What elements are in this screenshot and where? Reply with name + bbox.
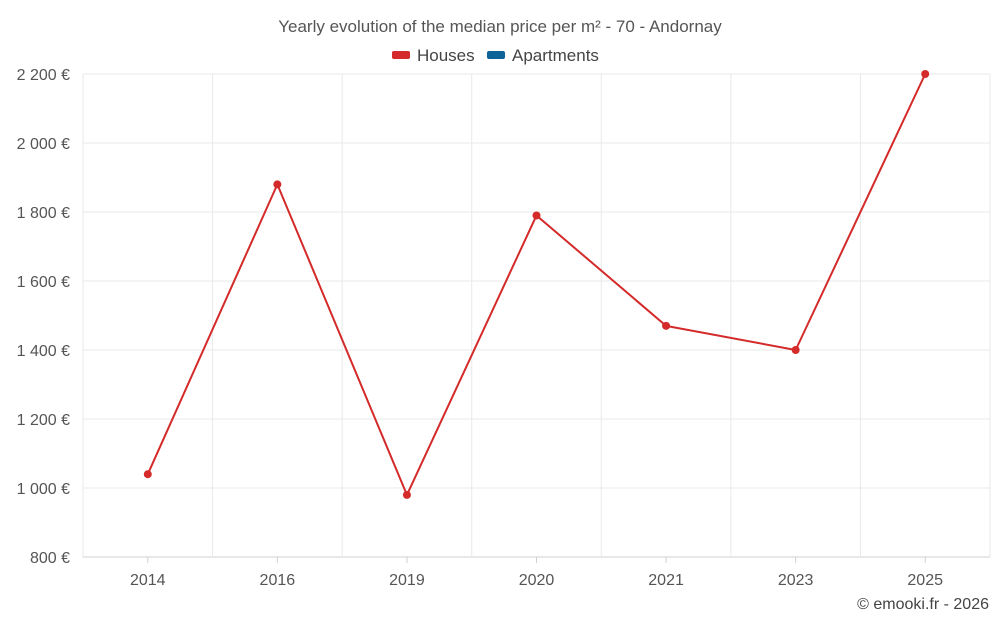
x-tick-label: 2021 — [648, 572, 684, 589]
y-tick-label: 1 800 € — [17, 205, 70, 222]
credit-text: © emooki.fr - 2026 — [857, 596, 989, 613]
legend-swatch-houses — [392, 51, 410, 59]
data-point-houses[interactable] — [791, 346, 800, 354]
y-tick-label: 1 600 € — [17, 274, 70, 291]
data-point-houses[interactable] — [143, 470, 152, 479]
legend-item-houses[interactable]: Houses — [392, 46, 475, 65]
chart-title: Yearly evolution of the median price per… — [278, 17, 722, 36]
x-tick-label: 2025 — [907, 572, 943, 589]
legend: Houses Apartments — [392, 46, 599, 65]
y-tick-label: 1 400 € — [17, 343, 70, 360]
y-tick-label: 2 000 € — [17, 136, 70, 153]
legend-item-apartments[interactable]: Apartments — [487, 46, 599, 65]
y-tick-label: 2 200 € — [17, 67, 70, 84]
y-tick-label: 1 200 € — [17, 412, 70, 429]
data-point-houses[interactable] — [921, 70, 930, 78]
x-tick-label: 2020 — [519, 572, 555, 589]
legend-label-apartments: Apartments — [512, 46, 599, 65]
series-layer — [143, 70, 930, 499]
series-line-houses — [146, 73, 927, 496]
x-tick-label: 2016 — [260, 572, 296, 589]
legend-swatch-apartments — [487, 51, 505, 59]
x-tick-label: 2014 — [130, 572, 166, 589]
x-tick-label: 2023 — [778, 572, 814, 589]
data-point-houses[interactable] — [662, 321, 671, 330]
x-tick-label: 2019 — [389, 572, 425, 589]
y-tick-label: 1 000 € — [17, 481, 70, 498]
y-axis-ticks: 800 € 1 000 € 1 200 € 1 400 € 1 600 € 1 800 €… — [17, 67, 70, 567]
x-gridlines — [82, 74, 991, 557]
data-point-houses[interactable] — [273, 180, 282, 189]
data-point-houses[interactable] — [532, 211, 541, 220]
legend-label-houses: Houses — [417, 46, 475, 65]
x-axis-ticks: 2014 2016 2019 2020 2021 2023 2025 — [130, 557, 943, 589]
data-point-houses[interactable] — [402, 490, 411, 499]
y-tick-label: 800 € — [30, 550, 70, 567]
